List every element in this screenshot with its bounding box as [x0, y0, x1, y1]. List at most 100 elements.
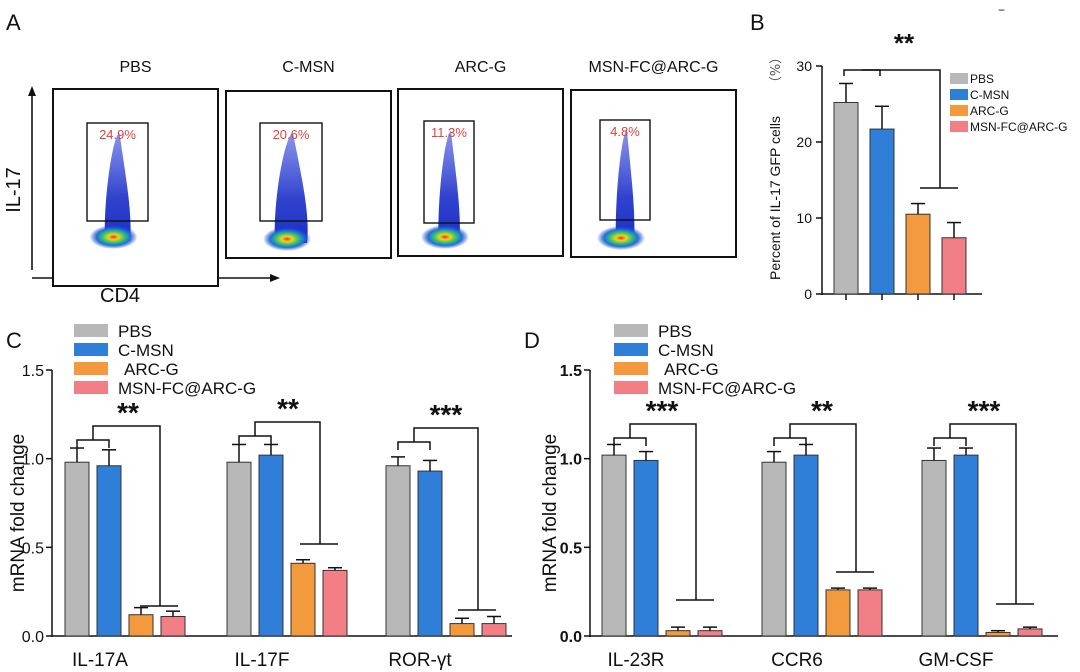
panel-c-ytick-label: 0.5 [22, 540, 44, 557]
flow-gate-percent: 20.6% [273, 127, 310, 142]
panel-c-legend-swatch [74, 381, 108, 394]
panel-d-sig-connector [789, 423, 857, 572]
panel-label-a: A [6, 10, 21, 35]
flow-density-stalk [104, 133, 131, 241]
panel-c-legend-label: PBS [118, 322, 152, 341]
flow-plots: PBS 24.9% C-MSN 20.6% ARC-G 11.3% MSN-FC@ARC-G… [52, 59, 737, 287]
panel-a-xlabel: CD4 [100, 285, 140, 307]
panel-a-ylabel: IL-17 [3, 167, 25, 213]
panel-b-legend-label: MSN-FC@ARC-G [970, 120, 1068, 134]
panel-c-bar [385, 465, 411, 637]
panel-c-bar [160, 615, 186, 637]
panel-b-ytick-label: 10 [796, 210, 812, 226]
panel-d-category-label: CCR6 [771, 650, 823, 671]
panel-d-chart: 0.0 0.5 1.0 1.5 mRNA fold change IL-23R *** CCR… [540, 322, 1058, 671]
panel-c-category-label: IL-17A [72, 650, 128, 671]
panel-d-bar [1017, 628, 1043, 637]
flow-density-stalk [274, 133, 308, 243]
panel-b-bar [869, 128, 895, 295]
panel-c-sig-bracket [76, 439, 110, 448]
panel-b-chart: 0 10 20 30 Percent of IL-17 GFP cells （%） ** PB… [767, 28, 1068, 302]
panel-label-c: C [6, 328, 22, 353]
panel-c-legend-swatch [74, 362, 108, 375]
flow-gate-percent: 4.8% [610, 124, 640, 139]
panel-d-legend-label: C-MSN [658, 341, 714, 360]
panel-d-sig-connector [949, 423, 1017, 604]
flow-density-core [421, 225, 469, 249]
panel-d-legend-label: PBS [658, 322, 692, 341]
panel-b-ytick-label: 20 [796, 134, 812, 150]
flow-gate [259, 122, 323, 222]
panel-b-yunit: （%） [769, 51, 784, 89]
panel-c-ytick-label: 1.0 [22, 452, 44, 469]
flow-density-core [597, 226, 645, 250]
flow-density-stalk [615, 130, 635, 242]
panel-d-bar [601, 454, 627, 637]
panel-c-bar [96, 465, 122, 637]
panel-c-bar [290, 562, 316, 637]
panel-c-sig-connector [92, 425, 161, 606]
panel-c-bar [417, 470, 443, 637]
panel-c-bar [226, 461, 252, 637]
panel-b-legend-swatch [950, 89, 968, 100]
panel-d-significance: *** [968, 395, 1001, 426]
panel-b-legend-swatch [950, 121, 968, 132]
panel-d-bar [633, 459, 659, 637]
panel-c-chart: 0.0 0.5 1.0 1.5 mRNA fold change IL-17A ** IL-1… [8, 322, 512, 671]
flow-plot-title: PBS [119, 59, 151, 76]
flow-gate-percent: 24.9% [99, 127, 136, 142]
panel-b-bar [905, 213, 931, 295]
panel-c-legend-swatch [74, 343, 108, 356]
flow-plot-frame [225, 90, 392, 259]
panel-d-bar [921, 459, 947, 637]
panel-c-significance: ** [117, 397, 139, 428]
panel-b-legend-swatch [950, 73, 968, 84]
panel-b-ylabel: Percent of IL-17 GFP cells [767, 116, 783, 280]
panel-c-legend-swatch [74, 324, 108, 337]
panel-b-bar [833, 101, 859, 295]
panel-a-flow-cytometry: IL-17 CD4 PBS 24.9% C-MSN 20.6% ARC-G 11.3% MS… [3, 59, 737, 307]
panel-b-legend-label: ARC-G [970, 104, 1009, 118]
panel-label-d: D [524, 328, 540, 353]
flow-plot-frame [52, 88, 219, 287]
panel-d-legend-label: MSN-FC@ARC-G [658, 379, 796, 398]
panel-b-legend-label: PBS [970, 72, 994, 86]
panel-d-ytick-label: 1.0 [560, 452, 582, 469]
panel-d-legend-swatch [614, 343, 648, 356]
panel-c-bar [449, 623, 475, 637]
panel-c-category-label: IL-17F [235, 650, 290, 671]
corner-mark: − [998, 3, 1005, 17]
flow-plot-title: MSN-FC@ARC-G [588, 59, 718, 76]
flow-gate [86, 122, 149, 222]
flow-gate-percent: 11.3% [431, 125, 467, 140]
panel-d-sig-bracket [933, 437, 967, 446]
panel-d-ylabel: mRNA fold change [540, 434, 561, 592]
flow-gate [423, 120, 475, 224]
panel-d-significance: ** [811, 395, 833, 426]
panel-d-significance: *** [646, 395, 679, 426]
flow-density-core [89, 225, 138, 249]
panel-c-bar [258, 454, 284, 637]
panel-b-ytick-label: 30 [796, 58, 812, 74]
panel-d-ytick-label: 0.0 [560, 629, 582, 646]
panel-c-significance: ** [277, 393, 299, 424]
panel-d-bar [697, 630, 723, 637]
panel-d-bar [825, 589, 851, 637]
panel-c-bar [64, 461, 90, 637]
panel-b-legend-swatch [950, 105, 968, 116]
panel-d-bar [985, 631, 1011, 637]
panel-d-legend-swatch [614, 362, 648, 375]
panel-b-legend-label: C-MSN [970, 88, 1009, 102]
panel-d-category-label: GM-CSF [919, 650, 994, 671]
panel-a-y-arrowhead [28, 86, 36, 96]
panel-d-bar [665, 630, 691, 637]
panel-c-bar [322, 569, 348, 637]
panel-label-b: B [750, 10, 765, 35]
flow-density-core [263, 227, 311, 251]
panel-c-significance: *** [430, 399, 463, 430]
panel-d-sig-connector [629, 423, 697, 600]
panel-c-sig-bracket [238, 435, 272, 444]
